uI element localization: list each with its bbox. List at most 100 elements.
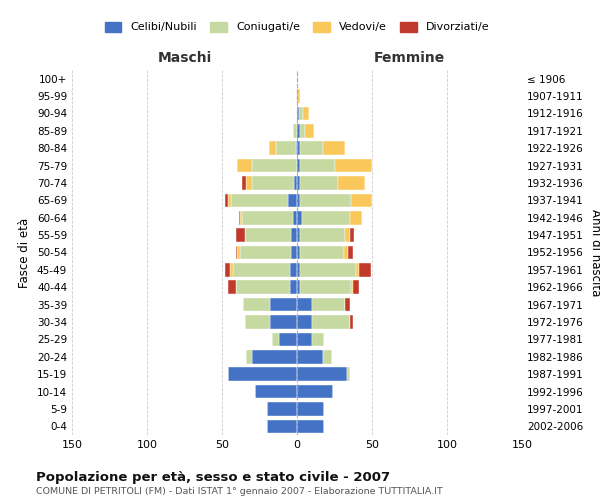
Bar [297,350,323,364]
Bar [291,228,297,242]
Bar [255,385,297,398]
Bar [297,159,300,172]
Bar [297,176,300,190]
Bar [349,228,354,242]
Bar [297,90,300,103]
Bar [241,176,246,190]
Bar [351,280,353,294]
Bar [237,246,240,260]
Bar [297,142,300,155]
Bar [300,176,337,190]
Bar [235,246,237,260]
Bar [300,124,305,138]
Bar [312,315,349,329]
Bar [297,106,299,120]
Bar [293,211,297,224]
Y-axis label: Anni di nascita: Anni di nascita [589,209,600,296]
Bar [297,315,312,329]
Bar [297,368,347,381]
Bar [246,350,252,364]
Bar [297,246,300,260]
Bar [297,420,324,433]
Bar [299,106,303,120]
Text: Maschi: Maschi [157,50,212,64]
Bar [290,280,297,294]
Bar [235,228,245,242]
Bar [276,142,296,155]
Bar [300,263,355,276]
Bar [297,298,312,312]
Bar [323,350,331,364]
Bar [335,159,372,172]
Bar [297,332,312,346]
Bar [279,332,297,346]
Bar [267,402,297,415]
Bar [245,315,270,329]
Bar [349,211,361,224]
Bar [241,211,293,224]
Bar [290,263,297,276]
Bar [359,263,371,276]
Bar [297,124,300,138]
Bar [231,194,288,207]
Bar [297,211,302,224]
Bar [235,280,290,294]
Bar [303,106,309,120]
Bar [351,194,372,207]
Bar [288,194,297,207]
Bar [291,246,297,260]
Bar [348,246,353,260]
Bar [345,298,349,312]
Bar [355,263,359,276]
Bar [229,263,233,276]
Bar [297,228,300,242]
Bar [337,176,365,190]
Bar [240,211,241,224]
Bar [349,315,353,329]
Bar [228,194,231,207]
Bar [343,246,348,260]
Bar [293,124,297,138]
Bar [297,402,324,415]
Bar [252,159,297,172]
Bar [269,142,276,155]
Bar [252,350,297,364]
Bar [270,315,297,329]
Bar [300,159,335,172]
Bar [300,228,345,242]
Bar [296,90,297,103]
Bar [297,280,300,294]
Bar [297,194,300,207]
Bar [243,298,270,312]
Bar [252,176,294,190]
Bar [297,385,333,398]
Bar [345,228,349,242]
Bar [245,228,291,242]
Bar [237,159,252,172]
Y-axis label: Fasce di età: Fasce di età [19,218,31,288]
Text: Femmine: Femmine [374,50,445,64]
Bar [312,332,324,346]
Bar [225,194,228,207]
Bar [294,176,297,190]
Bar [300,194,351,207]
Text: COMUNE DI PETRITOLI (FM) - Dati ISTAT 1° gennaio 2007 - Elaborazione TUTTITALIA.: COMUNE DI PETRITOLI (FM) - Dati ISTAT 1°… [36,488,443,496]
Bar [297,263,300,276]
Bar [233,263,290,276]
Bar [228,280,235,294]
Bar [323,142,345,155]
Bar [267,420,297,433]
Bar [270,298,297,312]
Bar [305,124,314,138]
Bar [300,280,351,294]
Bar [312,298,345,312]
Bar [225,263,229,276]
Bar [353,280,359,294]
Bar [296,142,297,155]
Bar [300,142,323,155]
Bar [300,246,343,260]
Bar [347,368,349,381]
Bar [271,332,279,346]
Bar [302,211,349,224]
Bar [228,368,297,381]
